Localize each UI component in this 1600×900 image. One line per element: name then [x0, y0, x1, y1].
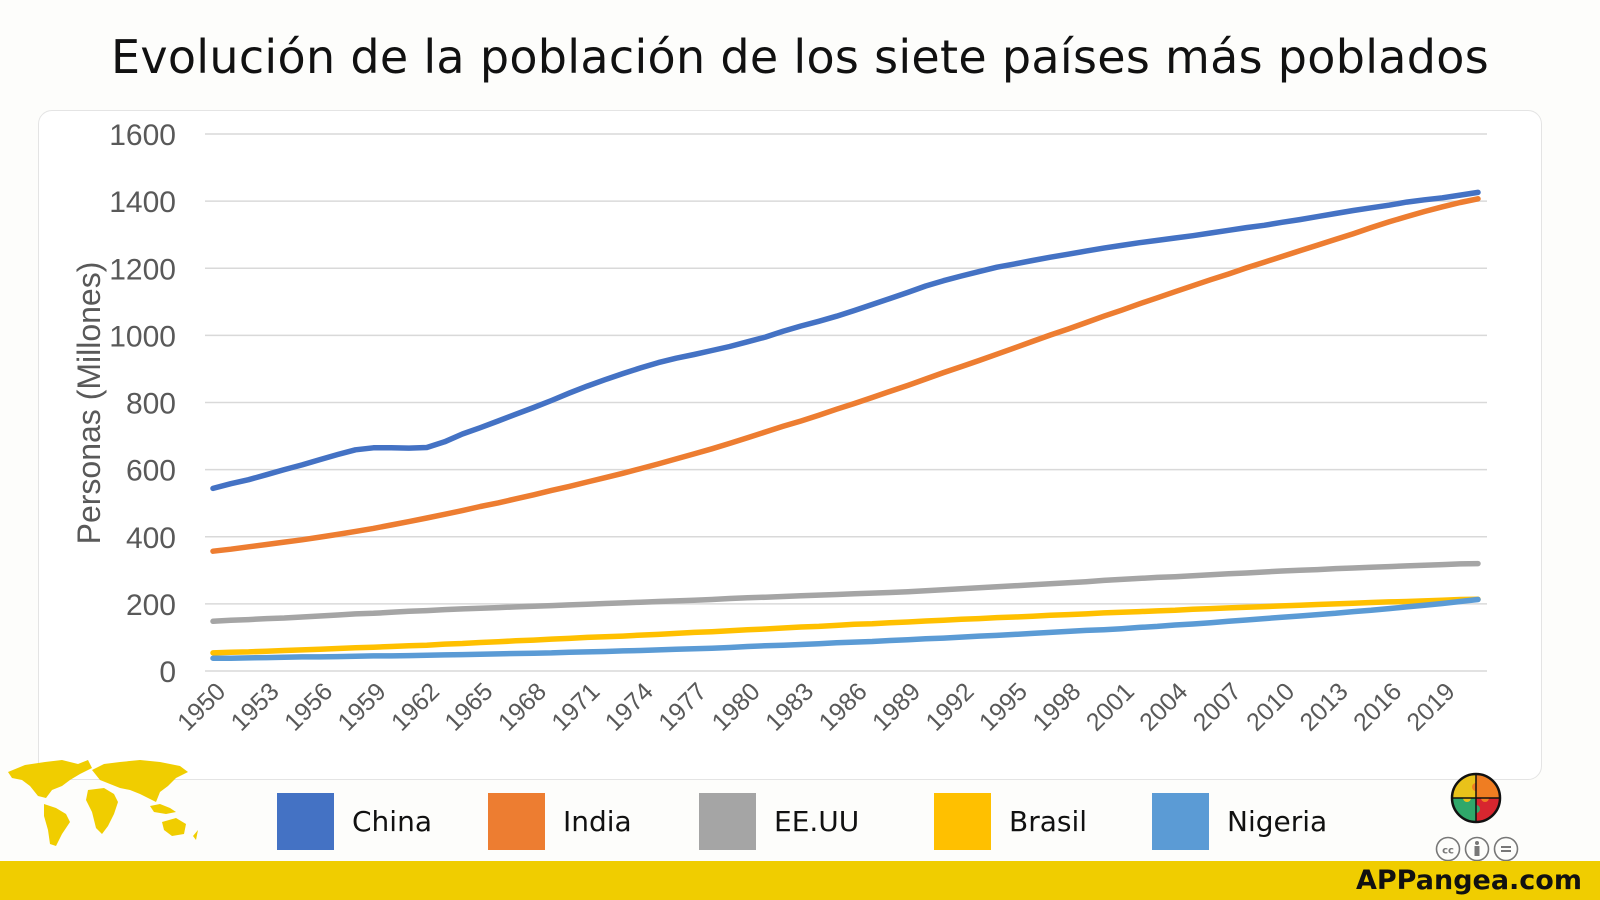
- puzzle-logo-icon: [1450, 772, 1502, 824]
- y-tick-label: 1400: [109, 186, 176, 219]
- site-url: APPangea.com: [1356, 865, 1582, 896]
- x-tick-label: 1971: [546, 677, 605, 736]
- y-tick-label: 600: [126, 455, 176, 488]
- series-lines: [210, 189, 1481, 661]
- x-tick-label: 1986: [814, 677, 873, 736]
- series-line-brasil: [210, 596, 1481, 656]
- series-line-nigeria: [210, 596, 1481, 661]
- x-tick-label: 1962: [386, 677, 445, 736]
- x-tick-label: 2010: [1241, 677, 1300, 736]
- footer-bar: [0, 861, 1600, 900]
- y-tick-label: 0: [159, 656, 176, 689]
- x-tick-label: 2016: [1348, 677, 1407, 736]
- y-tick-label: 1000: [109, 320, 176, 353]
- x-tick-label: 1953: [226, 677, 285, 736]
- legend-item-brazil: Brasil: [934, 793, 1152, 850]
- legend-label-brazil: Brasil: [1009, 805, 1088, 838]
- x-tick-label: 2019: [1401, 677, 1460, 736]
- x-tick-label: 1977: [653, 677, 712, 736]
- x-tick-label: 1983: [760, 677, 819, 736]
- x-tick-label: 1968: [493, 677, 552, 736]
- y-tick-label: 400: [126, 522, 176, 555]
- legend-swatch-china: [277, 793, 334, 850]
- legend-label-india: India: [563, 805, 632, 838]
- legend-swatch-brazil: [934, 793, 991, 850]
- y-tick-label: 800: [126, 388, 176, 421]
- legend-swatch-india: [488, 793, 545, 850]
- series-line-eeuu: [210, 560, 1481, 625]
- legend-item-india: India: [488, 793, 699, 850]
- y-tick-label: 1600: [109, 119, 176, 152]
- x-axis-ticks: 1950195319561959196219651968197119741977…: [172, 677, 1460, 736]
- legend-label-nigeria: Nigeria: [1227, 805, 1328, 838]
- legend: China India EE.UU Brasil Nigeria: [277, 793, 1327, 850]
- svg-text:cc: cc: [1442, 846, 1454, 857]
- gridlines: [205, 133, 1487, 672]
- x-tick-label: 1956: [279, 677, 338, 736]
- world-map-icon: [8, 760, 198, 846]
- x-tick-label: 1950: [172, 677, 231, 736]
- x-tick-label: 1998: [1027, 677, 1086, 736]
- legend-swatch-nigeria: [1152, 793, 1209, 850]
- chart-title: Evolución de la población de los siete p…: [110, 30, 1490, 84]
- legend-swatch-usa: [699, 793, 756, 850]
- legend-label-china: China: [352, 805, 432, 838]
- x-tick-label: 2007: [1188, 677, 1247, 736]
- x-tick-label: 2013: [1295, 677, 1354, 736]
- y-axis-ticks: 0 200 400 600 800 1000 1200 1400 1600: [109, 119, 176, 689]
- y-tick-label: 200: [126, 589, 176, 622]
- x-tick-label: 1959: [332, 677, 391, 736]
- legend-label-usa: EE.UU: [774, 805, 860, 838]
- y-tick-label: 1200: [109, 253, 176, 286]
- x-tick-label: 1965: [439, 677, 498, 736]
- creative-commons-license-icon: cc: [1435, 836, 1519, 862]
- x-tick-label: 1995: [974, 677, 1033, 736]
- x-tick-label: 1989: [867, 677, 926, 736]
- legend-item-china: China: [277, 793, 488, 850]
- x-tick-label: 2004: [1134, 677, 1193, 736]
- series-line-india: [210, 196, 1481, 554]
- x-tick-label: 1992: [920, 677, 979, 736]
- x-tick-label: 2001: [1081, 677, 1140, 736]
- legend-item-usa: EE.UU: [699, 793, 934, 850]
- x-tick-label: 1974: [600, 677, 659, 736]
- series-line-china: [210, 189, 1481, 492]
- x-tick-label: 1980: [707, 677, 766, 736]
- legend-item-nigeria: Nigeria: [1152, 793, 1327, 850]
- y-axis-label: Personas (Millones): [71, 262, 107, 545]
